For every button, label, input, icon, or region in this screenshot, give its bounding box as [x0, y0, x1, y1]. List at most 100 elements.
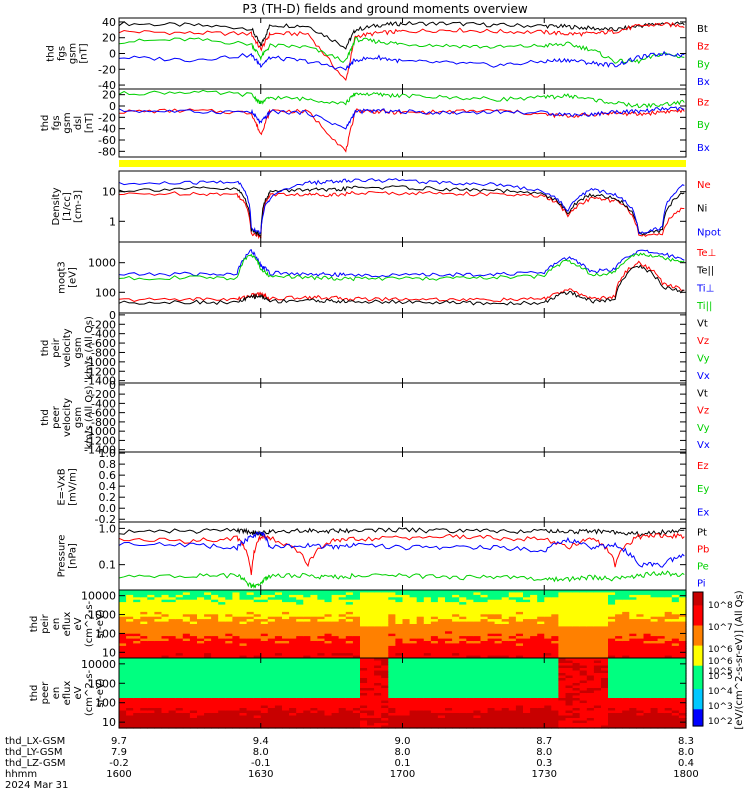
spectrogram-cell: [572, 720, 581, 724]
spectrogram-cell: [423, 678, 432, 682]
x-row-value: 8.0: [395, 747, 411, 758]
spectrogram-cell: [615, 700, 623, 704]
spectrogram-cell: [338, 708, 347, 712]
spectrogram-cell: [544, 678, 552, 682]
spectrogram-cell: [572, 690, 581, 694]
spectrogram-cell: [558, 602, 567, 606]
spectrogram-cell: [175, 655, 184, 659]
spectrogram-cell: [601, 607, 609, 610]
spectrogram-cell: [671, 653, 680, 657]
spectrogram-cell: [204, 668, 212, 672]
spectrogram-cell: [586, 641, 595, 644]
spectrogram-cell: [267, 665, 276, 669]
spectrogram-cell: [480, 700, 489, 704]
spectrogram-cell: [593, 648, 602, 652]
spectrogram-cell: [523, 673, 531, 677]
spectrogram-cell: [445, 641, 453, 644]
y-label-line: E=-VxB: [57, 468, 68, 505]
spectrogram-cell: [537, 703, 545, 707]
spectrogram-cell: [643, 680, 652, 684]
spectrogram-cell: [345, 631, 354, 635]
spectrogram-cell: [601, 663, 609, 667]
spectrogram-cell: [310, 683, 319, 687]
spectrogram-cell: [310, 670, 319, 674]
spectrogram-cell: [423, 680, 432, 684]
spectrogram-cell: [154, 695, 163, 699]
spectrogram-cell: [204, 633, 212, 637]
spectrogram-cell: [466, 653, 474, 657]
spectrogram-cell: [282, 658, 290, 662]
spectrogram-cell: [515, 614, 524, 618]
spectrogram-cell: [515, 693, 524, 697]
spectrogram-cell: [133, 607, 141, 610]
spectrogram-cell: [175, 621, 184, 625]
spectrogram-cell: [615, 653, 623, 657]
spectrogram-cell: [664, 723, 673, 727]
spectrogram-cell: [430, 665, 439, 669]
spectrogram-cell: [161, 604, 170, 608]
spectrogram-cell: [381, 638, 389, 642]
spectrogram-cell: [615, 599, 623, 603]
spectrogram-cell: [409, 645, 418, 649]
spectrogram-cell: [622, 678, 630, 682]
spectrogram-cell: [345, 660, 354, 664]
spectrogram-cell: [678, 660, 687, 664]
spectrogram-cell: [267, 607, 276, 610]
spectrogram-cell: [608, 713, 616, 717]
colorbar-cell: [693, 702, 703, 707]
spectrogram-cell: [154, 668, 163, 672]
y-label-line: thd: [40, 409, 51, 426]
spectrogram-cell: [430, 695, 439, 699]
spectrogram-cell: [572, 594, 581, 598]
spectrogram-cell: [494, 658, 503, 662]
spectrogram-cell: [289, 703, 297, 707]
spectrogram-cell: [501, 710, 510, 714]
x-row-value: 8.0: [536, 747, 552, 758]
spectrogram-cell: [593, 607, 602, 610]
spectrogram-cell: [338, 611, 347, 615]
spectrogram-cell: [551, 645, 559, 649]
spectrogram-cell: [360, 645, 368, 649]
spectrogram-cell: [246, 636, 255, 640]
x-row-value: 1700: [390, 769, 415, 780]
spectrogram-cell: [515, 619, 524, 623]
spectrogram-cell: [140, 594, 148, 598]
spectrogram-cell: [579, 650, 588, 654]
spectrogram-cell: [523, 705, 531, 709]
y-tick-label: -600: [91, 337, 116, 350]
spectrogram-cell: [133, 700, 141, 704]
spectrogram-cell: [331, 703, 340, 707]
panel-ion-velocity: 0-200-400-600-800-1000-1200-1400thdpeirv…: [40, 309, 710, 388]
spectrogram-cell: [197, 670, 205, 674]
spectrogram-cell: [218, 645, 226, 649]
colorbar-cell: [693, 605, 703, 610]
spectrogram-cell: [636, 604, 645, 608]
spectrogram-cell: [459, 628, 467, 632]
spectrogram-cell: [437, 718, 446, 722]
spectrogram-cell: [459, 643, 467, 647]
spectrogram-cell: [239, 680, 248, 684]
spectrogram-cell: [274, 678, 283, 682]
spectrogram-cell: [381, 668, 389, 672]
spectrogram-cell: [352, 720, 361, 724]
spectrogram-cell: [189, 715, 198, 719]
spectrogram-cell: [530, 643, 538, 647]
spectrogram-cell: [473, 690, 482, 694]
spectrogram-cell: [239, 678, 248, 682]
spectrogram-cell: [508, 611, 517, 615]
spectrogram-cell: [381, 658, 389, 662]
spectrogram-cell: [452, 720, 460, 724]
spectrogram-cell: [133, 695, 141, 699]
spectrogram-cell: [381, 670, 389, 674]
spectrogram-cell: [437, 710, 446, 714]
spectrogram-cell: [608, 621, 616, 625]
spectrogram-cell: [608, 592, 616, 596]
spectrogram-cell: [289, 683, 297, 687]
spectrogram-cell: [225, 693, 233, 697]
spectrogram-cell: [119, 594, 127, 598]
spectrogram-cell: [636, 655, 645, 659]
spectrogram-cell: [352, 708, 361, 712]
spectrogram-cell: [204, 590, 212, 593]
spectrogram-cell: [629, 609, 637, 613]
spectrogram-cell: [267, 720, 276, 724]
